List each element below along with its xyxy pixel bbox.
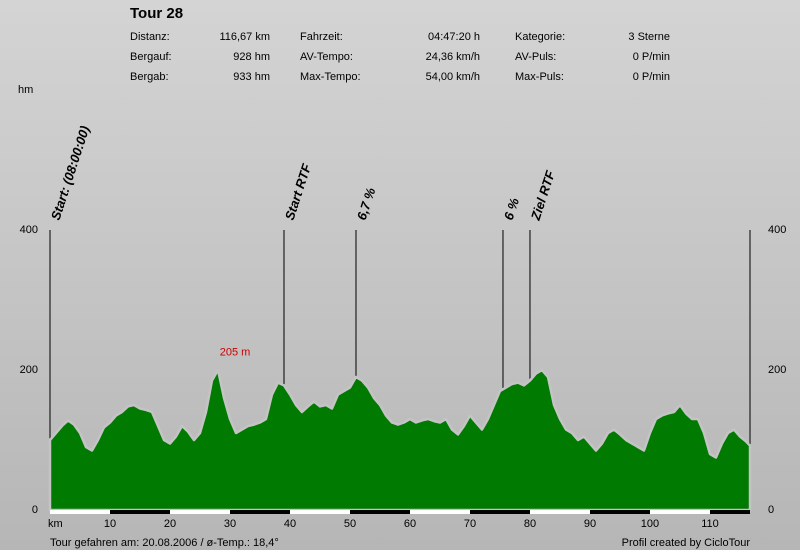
chart-title: Tour 28 [130,5,183,22]
stat-label: Max-Puls: [515,71,564,83]
x-tick-segment [589,510,650,514]
stat-value: 0 P/min [633,71,670,83]
x-tick-label: 90 [584,518,596,530]
stat-label: Bergab: [130,71,169,83]
stat-label: Distanz: [130,31,170,43]
x-tick-label: 50 [344,518,356,530]
x-tick-segment [709,510,750,514]
x-tick-label: 40 [284,518,296,530]
x-tick-label: 10 [104,518,116,530]
stat-value: 24,36 km/h [426,51,480,63]
profile-area [48,368,752,512]
stat-value: 116,67 km [219,31,270,43]
x-tick-label: 80 [524,518,536,530]
x-tick-label: 20 [164,518,176,530]
y-tick-label: 200 [20,364,38,376]
stat-value: 0 P/min [633,51,670,63]
stat-label: Fahrzeit: [300,31,343,43]
stat-label: Bergauf: [130,51,172,63]
x-tick-label: 30 [224,518,236,530]
stat-value: 54,00 km/h [426,71,480,83]
footer-left: Tour gefahren am: 20.08.2006 / ø-Temp.: … [50,537,279,549]
stat-label: AV-Puls: [515,51,556,63]
y-axis-label: hm [18,84,33,96]
x-tick-label: 70 [464,518,476,530]
x-tick-segment [349,510,410,514]
stat-label: AV-Tempo: [300,51,353,63]
x-tick-label: 60 [404,518,416,530]
marker-label: 6 % [501,196,522,222]
x-tick-segment [229,510,290,514]
stat-value: 928 hm [233,51,270,63]
y-tick-label-right: 0 [768,504,774,516]
stat-label: Kategorie: [515,31,565,43]
x-tick-label: 110 [701,518,719,530]
stat-value: 3 Sterne [628,31,670,43]
footer-right: Profil created by CicloTour [622,537,751,549]
y-tick-label-right: 200 [768,364,786,376]
x-tick-segment [109,510,170,514]
x-tick-segment [469,510,530,514]
x-axis-label: km [48,518,63,530]
peak-label: 205 m [220,346,251,358]
y-tick-label-right: 400 [768,224,786,236]
y-tick-label: 400 [20,224,38,236]
y-tick-label: 0 [32,504,38,516]
stat-value: 933 hm [233,71,270,83]
stat-label: Max-Tempo: [300,71,361,83]
stat-value: 04:47:20 h [428,31,480,43]
x-tick-label: 100 [641,518,659,530]
